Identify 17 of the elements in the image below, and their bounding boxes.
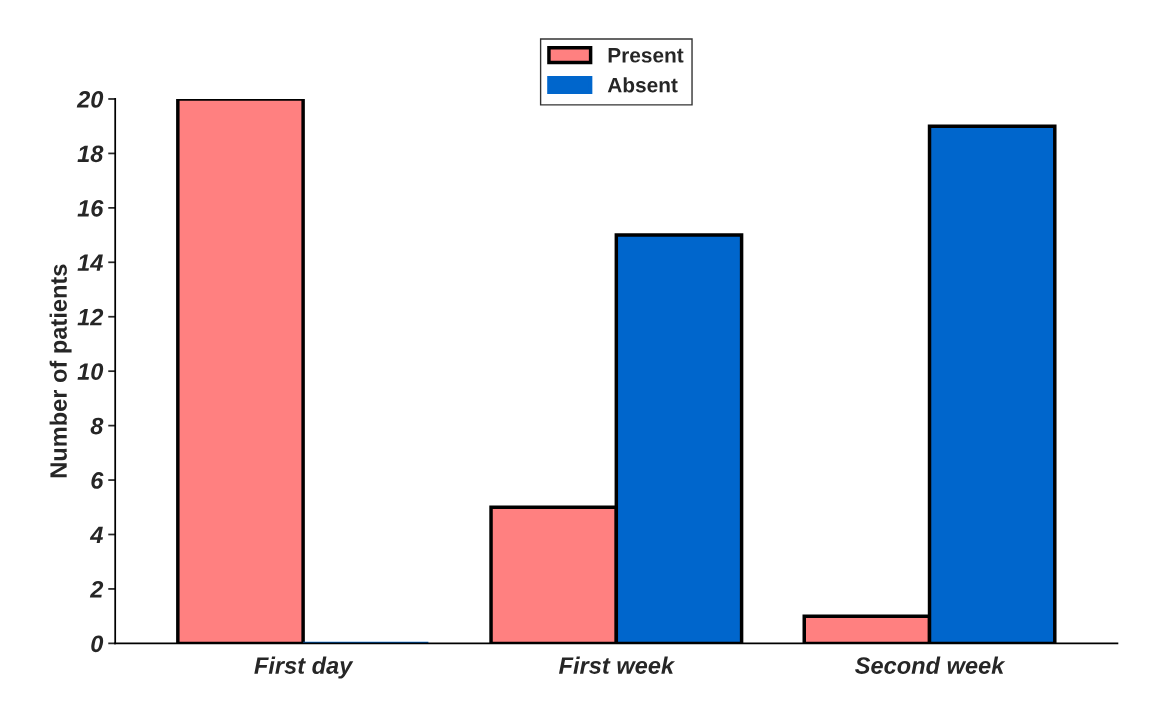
x-tick-label: First week: [559, 656, 676, 674]
y-tick-label: 14: [77, 254, 103, 271]
y-tick-label: 20: [76, 91, 104, 108]
y-tick-label: 12: [77, 308, 104, 326]
x-tick-label: Second week: [855, 656, 1006, 674]
y-tick-label: 18: [77, 145, 104, 163]
y-tick-label: 10: [77, 363, 104, 380]
y-tick-label: 4: [89, 526, 103, 544]
legend-label: Absent: [607, 77, 678, 93]
y-tick-label: 2: [89, 581, 104, 598]
legend-label: Present: [608, 48, 684, 63]
y-tick-label: 6: [91, 472, 104, 489]
y-tick-label: 8: [90, 417, 104, 435]
y-tick-label: 0: [91, 635, 104, 653]
y-axis-title: Number of patients: [49, 264, 72, 478]
y-tick-label: 16: [77, 199, 104, 217]
x-tick-label: First day: [254, 656, 354, 679]
